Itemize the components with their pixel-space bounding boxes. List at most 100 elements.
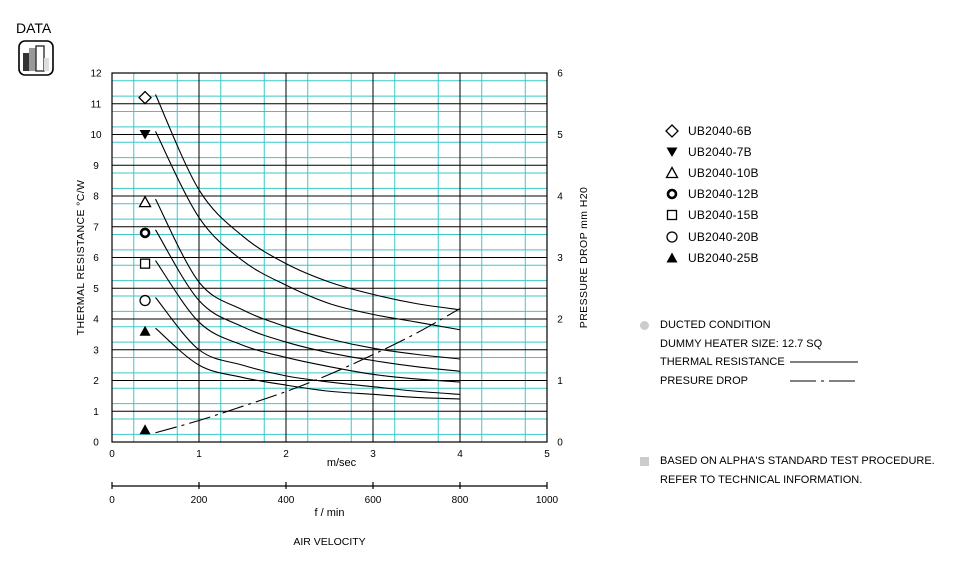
legend-marker-ub2040-10b [665,166,679,179]
y2-tick-label: 5 [557,130,563,141]
marker-ub2040-12b-shape [139,227,151,239]
y-tick-label: 8 [93,192,99,203]
y-tick-label: 10 [90,130,102,141]
legend-marker-ub2040-12b-shape [666,188,678,200]
pressure-drop-curve [155,308,461,434]
curve-ub2040-6b [154,94,461,311]
curve-ub2040-25b [155,327,461,400]
legend-marker-ub2040-15b [666,210,678,221]
y2-tick-label: 3 [557,253,563,264]
marker-ub2040-6b [138,90,152,105]
secondary-x-tick-label: 600 [365,495,382,506]
marker-ub2040-15b-shape [139,258,151,269]
y-tick-label: 4 [93,315,99,326]
pressure-drop-key-label: PRESURE DROP [660,374,749,387]
y-tick-label: 6 [93,253,99,264]
plot-frame [111,72,548,443]
y2-axis-label: PRESSURE DROP mm H20 [578,187,590,328]
x-tick-label: 5 [544,449,550,460]
marker-ub2040-12b [139,227,151,239]
bar-chart-icon [18,40,54,76]
secondary-x-tick-label: 200 [191,495,208,506]
y-tick-label: 11 [91,99,102,110]
legend-marker-icon [666,147,678,157]
legend-marker-icon [666,188,678,200]
marker-ub2040-10b-shape [138,195,152,208]
pressure-drop-start-marker [139,424,151,435]
legend-label: UB2040-6B [688,123,752,138]
y2-tick-label: 1 [557,376,563,387]
marker-ub2040-10b [138,195,152,208]
y-tick-label: 0 [93,438,99,449]
x-tick-label: 0 [109,449,115,460]
x-axis-label: m/sec [327,457,357,469]
legend-item: UB2040-6B [665,120,759,141]
data-badge-label: DATA [16,20,52,36]
legend-marker-ub2040-20b-shape [666,230,678,243]
legend-marker-ub2040-15b-shape [666,210,678,221]
ducted-condition-note: DUCTED CONDITION [660,319,771,331]
y-tick-label: 5 [93,284,99,295]
legend-marker-icon [666,230,678,243]
y-tick-label: 2 [93,376,99,387]
x-tick-label: 1 [196,449,202,460]
legend-marker-ub2040-20b [666,230,678,243]
procedure-note-2: REFER TO TECHNICAL INFORMATION. [660,473,863,486]
procedure-bullet [640,456,649,466]
y-tick-label: 1 [93,407,99,418]
secondary-x-tick-label: 1000 [536,495,559,506]
legend-marker-icon [666,252,678,263]
legend-label: UB2040-25B [688,250,759,265]
legend-label: UB2040-12B [688,187,759,202]
legend-label: UB2040-20B [688,229,759,244]
legend-label: UB2040-7B [688,144,752,159]
curve-ub2040-10b [155,198,461,360]
legend-marker-ub2040-12b [666,188,678,200]
marker-ub2040-20b-shape [139,294,151,307]
x-tick-label: 4 [457,449,463,460]
marker-ub2040-25b [139,325,151,336]
legend-marker-icon [665,166,679,179]
y2-tick-label: 0 [557,438,563,449]
legend-marker-ub2040-10b-shape [665,166,679,179]
legend-item: UB2040-20B [665,226,759,247]
thermal-resistance-key-label: THERMAL RESISTANCE [660,356,785,368]
legend-marker-ub2040-25b-shape [666,252,678,263]
y2-tick-label: 4 [557,192,563,203]
curve-ub2040-12b [155,229,461,372]
chart-legend: UB2040-6B UB2040-7B UB2040-10B UB2040-12B UB… [665,120,759,268]
marker-ub2040-15b [139,258,151,269]
legend-item: UB2040-7B [665,141,759,162]
marker-ub2040-7b [139,130,151,140]
legend-item: UB2040-10B [665,162,759,183]
legend-item: UB2040-12B [665,184,759,205]
y2-tick-label: 6 [557,69,563,80]
legend-label: UB2040-10B [688,165,759,180]
curve-ub2040-20b [155,297,461,395]
secondary-x-tick-label: 400 [278,495,295,506]
x-tick-label: 2 [283,449,289,460]
secondary-x-tick-label: 800 [452,495,469,506]
legend-marker-ub2040-6b [665,123,679,138]
y-tick-label: 3 [93,345,99,356]
y-tick-label: 7 [93,222,99,233]
marker-ub2040-7b-shape [139,130,151,140]
marker-ub2040-6b-shape [138,90,152,105]
y-tick-label: 12 [90,69,102,80]
ducted-condition-bullet [640,320,649,330]
solid-line-key [790,361,858,363]
marker-ub2040-20b [139,294,151,307]
x-tick-label: 3 [370,449,376,460]
heater-size-note: DUMMY HEATER SIZE: 12.7 SQ [660,337,823,350]
legend-marker-ub2040-7b-shape [666,147,678,157]
dash-dot-line-key [790,380,858,382]
chart-notes: DUCTED CONDITION DUMMY HEATER SIZE: 12.7… [640,316,935,489]
procedure-note-1: BASED ON ALPHA'S STANDARD TEST PROCEDURE… [660,455,935,467]
legend-item: UB2040-15B [665,205,759,226]
legend-item: UB2040-25B [665,247,759,268]
secondary-x-tick-label: 0 [109,495,115,506]
curve-ub2040-7b [155,131,461,331]
legend-label: UB2040-15B [688,208,759,223]
y-tick-label: 9 [93,161,99,172]
